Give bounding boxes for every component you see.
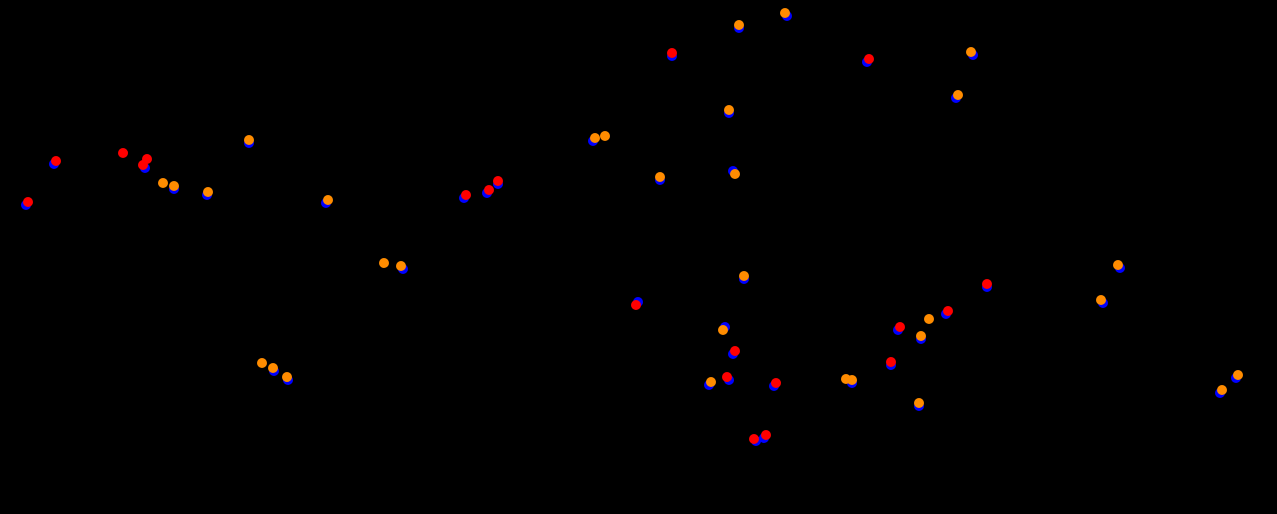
data-point-red [749,434,759,444]
data-point-red [461,190,471,200]
data-point-orange [734,20,744,30]
data-point-red [138,160,148,170]
data-point-orange [203,187,213,197]
data-point-orange [1233,370,1243,380]
data-point-red [51,156,61,166]
data-point-orange [655,172,665,182]
data-point-orange [841,374,851,384]
data-point-orange [590,133,600,143]
data-point-red [761,430,771,440]
data-point-orange [718,325,728,335]
data-point-red [982,279,992,289]
data-point-orange [739,271,749,281]
data-point-red [722,372,732,382]
data-point-red [864,54,874,64]
data-point-orange [169,181,179,191]
data-point-orange [244,135,254,145]
data-point-orange [730,169,740,179]
data-point-orange [379,258,389,268]
data-point-orange [724,105,734,115]
data-point-orange [268,363,278,373]
data-point-red [484,185,494,195]
data-point-orange [1113,260,1123,270]
data-point-red [118,148,128,158]
data-point-orange [914,398,924,408]
data-point-orange [257,358,267,368]
data-point-orange [1096,295,1106,305]
data-point-red [23,197,33,207]
data-point-orange [847,375,857,385]
data-point-red [771,378,781,388]
data-point-orange [158,178,168,188]
data-point-red [142,154,152,164]
data-point-orange [282,372,292,382]
data-point-orange [706,377,716,387]
data-point-orange [953,90,963,100]
data-point-orange [323,195,333,205]
data-point-red [631,300,641,310]
data-point-orange [780,8,790,18]
data-point-orange [924,314,934,324]
data-point-red [667,48,677,58]
data-point-red [886,357,896,367]
data-point-orange [600,131,610,141]
data-point-red [895,322,905,332]
data-point-red [493,176,503,186]
data-point-orange [396,261,406,271]
data-point-orange [916,331,926,341]
data-point-orange [966,47,976,57]
data-point-red [730,346,740,356]
data-point-red [943,306,953,316]
data-point-orange [1217,385,1227,395]
